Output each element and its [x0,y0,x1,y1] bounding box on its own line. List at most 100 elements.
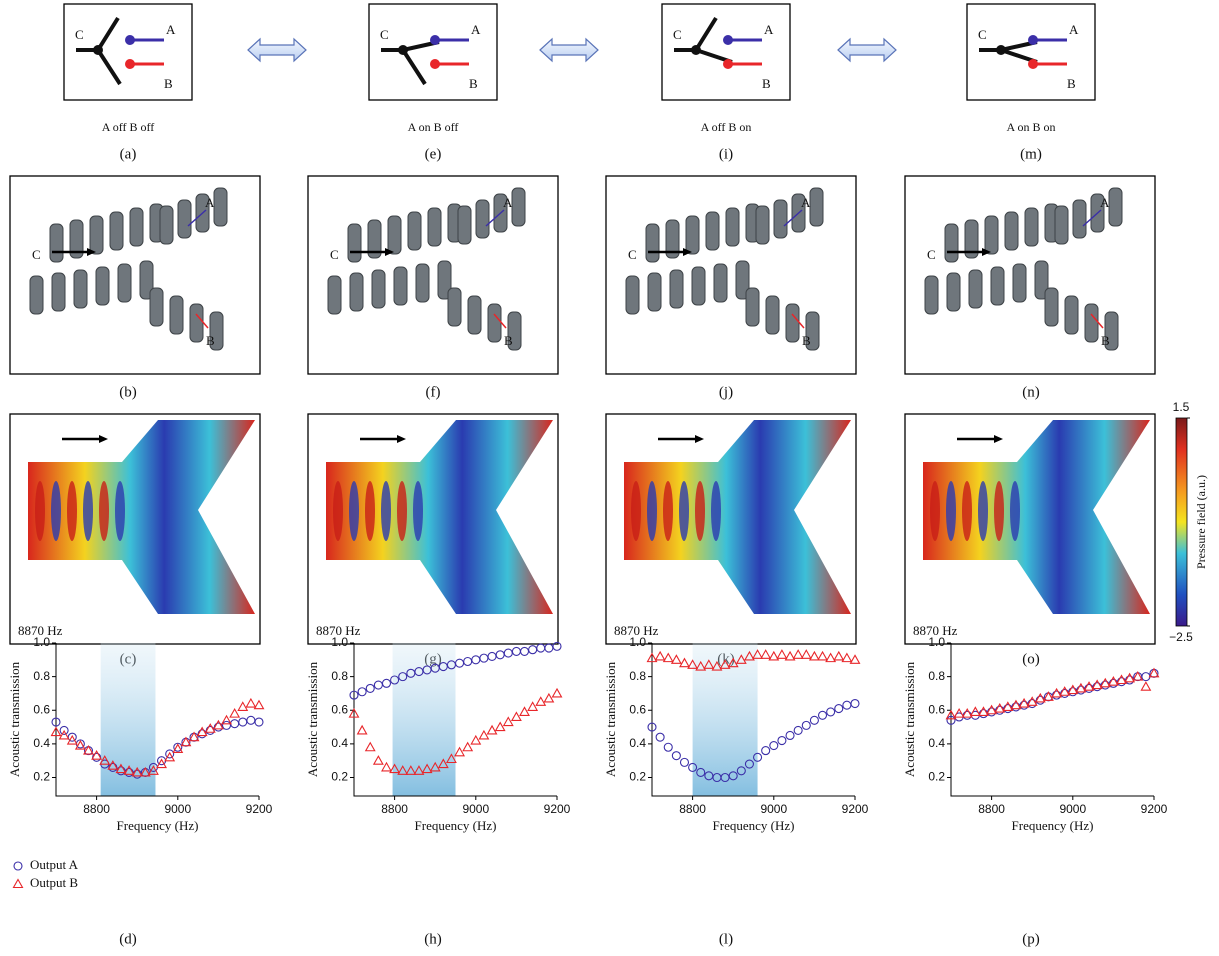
marker-triangle [743,650,755,661]
frequency-label: 8870 Hz [316,623,361,638]
field-blobs [333,481,423,541]
cylinder [387,215,402,255]
axes [950,643,1154,797]
marker-triangle [229,707,241,718]
port-a-label: A [1069,22,1079,37]
marker-circle [1076,685,1086,695]
marker-circle [962,710,972,720]
marker-triangle [221,714,232,725]
y-axis-label: Acoustic transmission [305,661,320,777]
marker-triangle [543,692,555,703]
y-tick-label: 0.6 [331,702,348,716]
cylinder [139,260,154,300]
marker-triangle [454,746,466,757]
field-blob [647,481,657,541]
cylinder [1004,211,1019,251]
marker-circle [246,715,256,725]
colorbar-label: Pressure field (a.u.) [1194,475,1208,569]
marker-triangle [1051,687,1063,698]
marker-triangle [551,687,563,698]
marker-triangle [245,697,257,708]
cylinder [765,295,780,335]
field-blob [663,481,673,541]
marker-triangle [1083,681,1095,691]
port-b-label: B [802,333,811,348]
marker-circle [254,717,264,727]
panel-label: (l) [719,931,733,947]
marker-triangle [1034,692,1046,703]
legend-marker [12,878,24,889]
cylinder [946,272,961,312]
marker-triangle [817,650,828,661]
marker-triangle [986,704,998,715]
y-tick-label: 0.8 [33,669,50,683]
marker-triangle [1018,697,1030,708]
legend-label: Output B [30,875,78,890]
marker-circle [663,742,673,752]
port-b-label: B [469,76,478,91]
cylinder [665,219,680,259]
marker-circle [173,742,183,752]
marker-triangle [486,724,498,735]
port-a-label: A [166,22,176,37]
marker-circle [817,710,828,720]
marker-circle [51,717,61,727]
marker-triangle [83,744,94,755]
y-axis-label: Acoustic transmission [7,661,22,777]
marker-triangle [164,751,176,762]
cylinder [427,207,442,247]
y-tick-label: 0.2 [33,770,50,784]
marker-circle [373,680,383,690]
port-b-label: B [206,333,215,348]
marker-triangle [1067,684,1079,695]
marker-triangle [961,707,973,718]
marker-triangle [687,659,699,669]
marker-triangle [405,765,417,775]
marker-circle [165,749,175,759]
y-tick-label: 0.6 [629,702,646,716]
panel-label: (m) [1020,146,1042,162]
cylinder [437,260,452,300]
x-tick-label: 9000 [462,802,489,816]
cylinder [625,275,640,315]
marker-circle [1084,683,1094,693]
port-b-label: B [1067,76,1076,91]
x-tick-label: 9000 [760,802,787,816]
marker-circle [463,656,473,667]
field-blob [397,481,407,541]
marker-circle [1019,700,1029,710]
marker-triangle [204,723,216,733]
marker-triangle [535,696,547,706]
field-blob [381,481,391,541]
cylinder [117,263,132,303]
x-tick-label: 8800 [978,802,1005,816]
cylinder [1072,199,1087,239]
cylinder [169,295,184,335]
port-b-label: B [164,76,173,91]
marker-triangle [519,706,530,716]
marker-triangle [760,649,772,659]
marker-circle [197,729,207,739]
field-blob [1010,481,1020,541]
colorbar-tick-label: 1.5 [1173,400,1190,414]
marker-triangle [703,659,715,669]
cylinder [457,205,472,245]
marker-triangle [364,741,376,752]
marker-circle [381,678,392,688]
marker-triangle [849,654,861,664]
port-c-label: C [927,247,936,262]
marker-triangle [147,765,159,775]
marker-triangle [66,734,78,745]
marker-triangle [437,758,449,769]
marker-triangle [1042,691,1054,701]
input-arrow-head [385,248,394,256]
marker-triangle [792,649,804,659]
y-tick-label: 0.4 [928,736,945,750]
marker-triangle [397,765,409,775]
marker-circle [238,717,248,727]
cylinder [1012,263,1027,303]
marker-circle [801,720,811,730]
cylinder [347,223,362,263]
marker-triangle [978,706,989,716]
